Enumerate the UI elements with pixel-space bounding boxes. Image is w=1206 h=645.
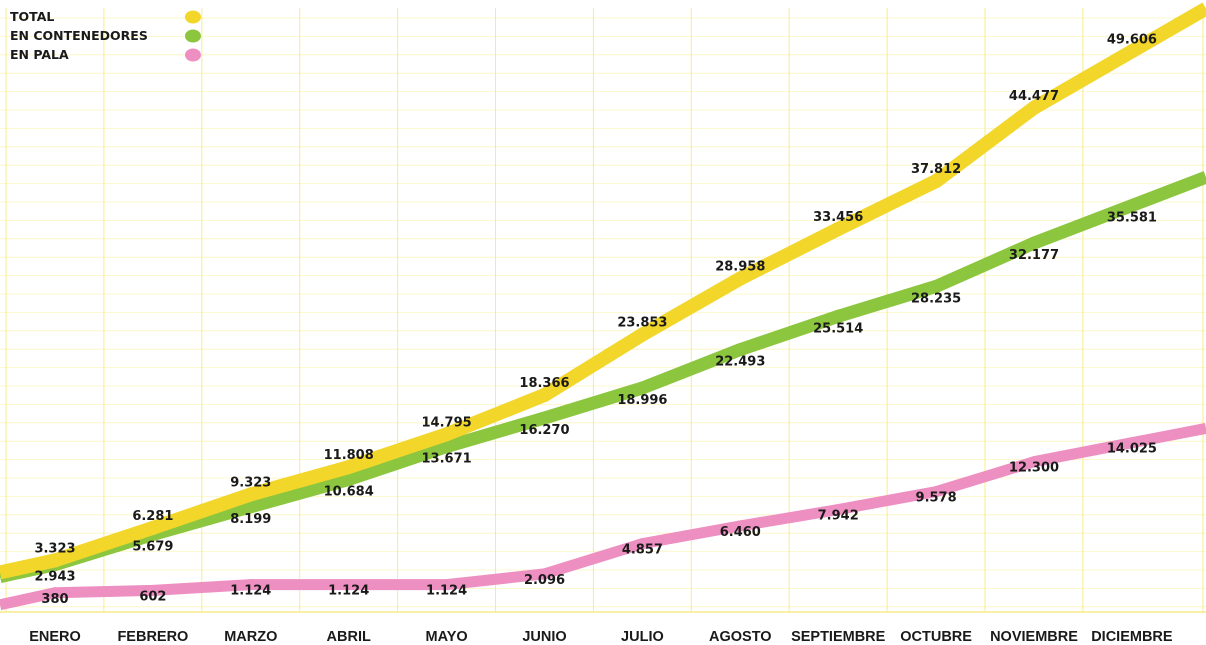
series-line — [0, 2, 1206, 580]
data-label: 1.124 — [328, 584, 369, 599]
data-point — [1126, 437, 1138, 449]
data-label: 18.996 — [617, 393, 667, 408]
data-point — [733, 343, 747, 357]
data-label: 32.177 — [1009, 248, 1059, 263]
chart-lines — [0, 2, 1206, 611]
data-point — [441, 579, 453, 591]
data-label: 602 — [139, 589, 166, 604]
data-label: 25.514 — [813, 321, 863, 336]
series-line — [0, 422, 1206, 611]
data-label: 18.366 — [519, 376, 569, 391]
data-point — [831, 222, 846, 236]
data-point — [147, 584, 159, 596]
data-label: 5.679 — [132, 540, 173, 555]
data-label: 9.323 — [230, 475, 271, 490]
x-tick-label: SEPTIEMBRE — [791, 629, 886, 645]
data-point — [539, 568, 550, 580]
data-point — [537, 388, 552, 402]
data-label: 13.671 — [422, 452, 472, 467]
data-point — [635, 381, 649, 395]
x-tick-label: MAYO — [426, 629, 468, 645]
data-label: 3.323 — [34, 541, 75, 556]
data-point — [1028, 456, 1040, 468]
data-point — [244, 500, 258, 514]
x-tick-label: JULIO — [621, 629, 664, 645]
data-point — [145, 520, 160, 535]
data-point — [1027, 100, 1041, 115]
data-point — [1027, 236, 1041, 250]
data-point — [243, 487, 258, 502]
x-tick-label: AGOSTO — [709, 629, 772, 645]
legend-label: EN PALA — [10, 47, 69, 62]
data-label: 14.795 — [422, 415, 472, 430]
data-label: 49.606 — [1107, 32, 1157, 47]
data-label: 11.808 — [324, 448, 374, 463]
data-point — [636, 538, 648, 550]
data-label: 14.025 — [1107, 442, 1157, 457]
legend-swatch — [185, 10, 201, 24]
data-point — [734, 520, 746, 532]
data-label: 6.281 — [132, 509, 173, 524]
series-line — [0, 171, 1206, 583]
data-label: 1.124 — [426, 584, 467, 599]
data-label: 33.456 — [813, 210, 863, 225]
legend-swatch — [185, 48, 201, 62]
data-point — [343, 579, 355, 591]
chart-point-labels: 3.323 6.281 9.323 11.808 14.795 18.366 23.853 2… — [34, 32, 1157, 607]
legend-label: EN CONTENEDORES — [10, 28, 148, 43]
data-label: 2.096 — [524, 573, 565, 588]
chart-grid — [0, 8, 1206, 613]
data-point — [440, 440, 454, 454]
data-point — [245, 579, 257, 591]
x-tick-label: OCTUBRE — [900, 629, 972, 645]
data-label: 6.460 — [720, 525, 761, 540]
data-label: 37.812 — [911, 162, 961, 177]
data-point — [635, 327, 650, 342]
x-axis-labels: ENERO FEBRERO MARZO ABRIL MAYO JUNIO JULIO AGOS… — [29, 629, 1173, 645]
x-tick-label: MARZO — [224, 629, 277, 645]
data-label: 4.857 — [622, 543, 663, 558]
data-label: 10.684 — [324, 485, 374, 500]
data-label: 1.124 — [230, 584, 271, 599]
data-label: 28.235 — [911, 291, 961, 306]
data-point — [832, 504, 844, 516]
data-point — [538, 411, 551, 425]
data-point — [930, 486, 942, 498]
chart-legend: TOTAL EN CONTENEDORES EN PALA — [10, 9, 201, 62]
data-point — [1124, 44, 1139, 59]
data-label: 35.581 — [1107, 211, 1157, 226]
x-tick-label: ENERO — [29, 629, 81, 645]
legend-swatch — [185, 29, 201, 43]
x-tick-label: JUNIO — [522, 629, 566, 645]
data-label: 8.199 — [230, 512, 271, 527]
x-tick-label: FEBRERO — [117, 629, 188, 645]
data-point — [831, 309, 845, 323]
data-point — [439, 427, 454, 442]
data-point — [341, 460, 356, 475]
data-point — [733, 271, 748, 286]
legend-label: TOTAL — [10, 9, 54, 24]
data-label: 44.477 — [1009, 89, 1059, 104]
data-point — [929, 174, 944, 189]
x-tick-label: NOVIEMBRE — [990, 629, 1078, 645]
data-label: 22.493 — [715, 355, 765, 370]
x-tick-label: DICIEMBRE — [1091, 629, 1173, 645]
data-point — [929, 279, 943, 293]
data-label: 2.943 — [34, 570, 75, 585]
data-label: 9.578 — [916, 491, 957, 506]
data-point — [49, 587, 61, 599]
data-label: 12.300 — [1009, 461, 1059, 476]
data-point — [342, 473, 356, 486]
data-label: 380 — [41, 592, 68, 607]
data-label: 16.270 — [519, 423, 569, 438]
data-label: 7.942 — [818, 509, 859, 524]
data-point — [48, 553, 62, 568]
data-label: 28.958 — [715, 260, 765, 275]
data-label: 23.853 — [617, 316, 667, 331]
data-point — [1125, 199, 1139, 213]
x-tick-label: ABRIL — [327, 629, 371, 645]
